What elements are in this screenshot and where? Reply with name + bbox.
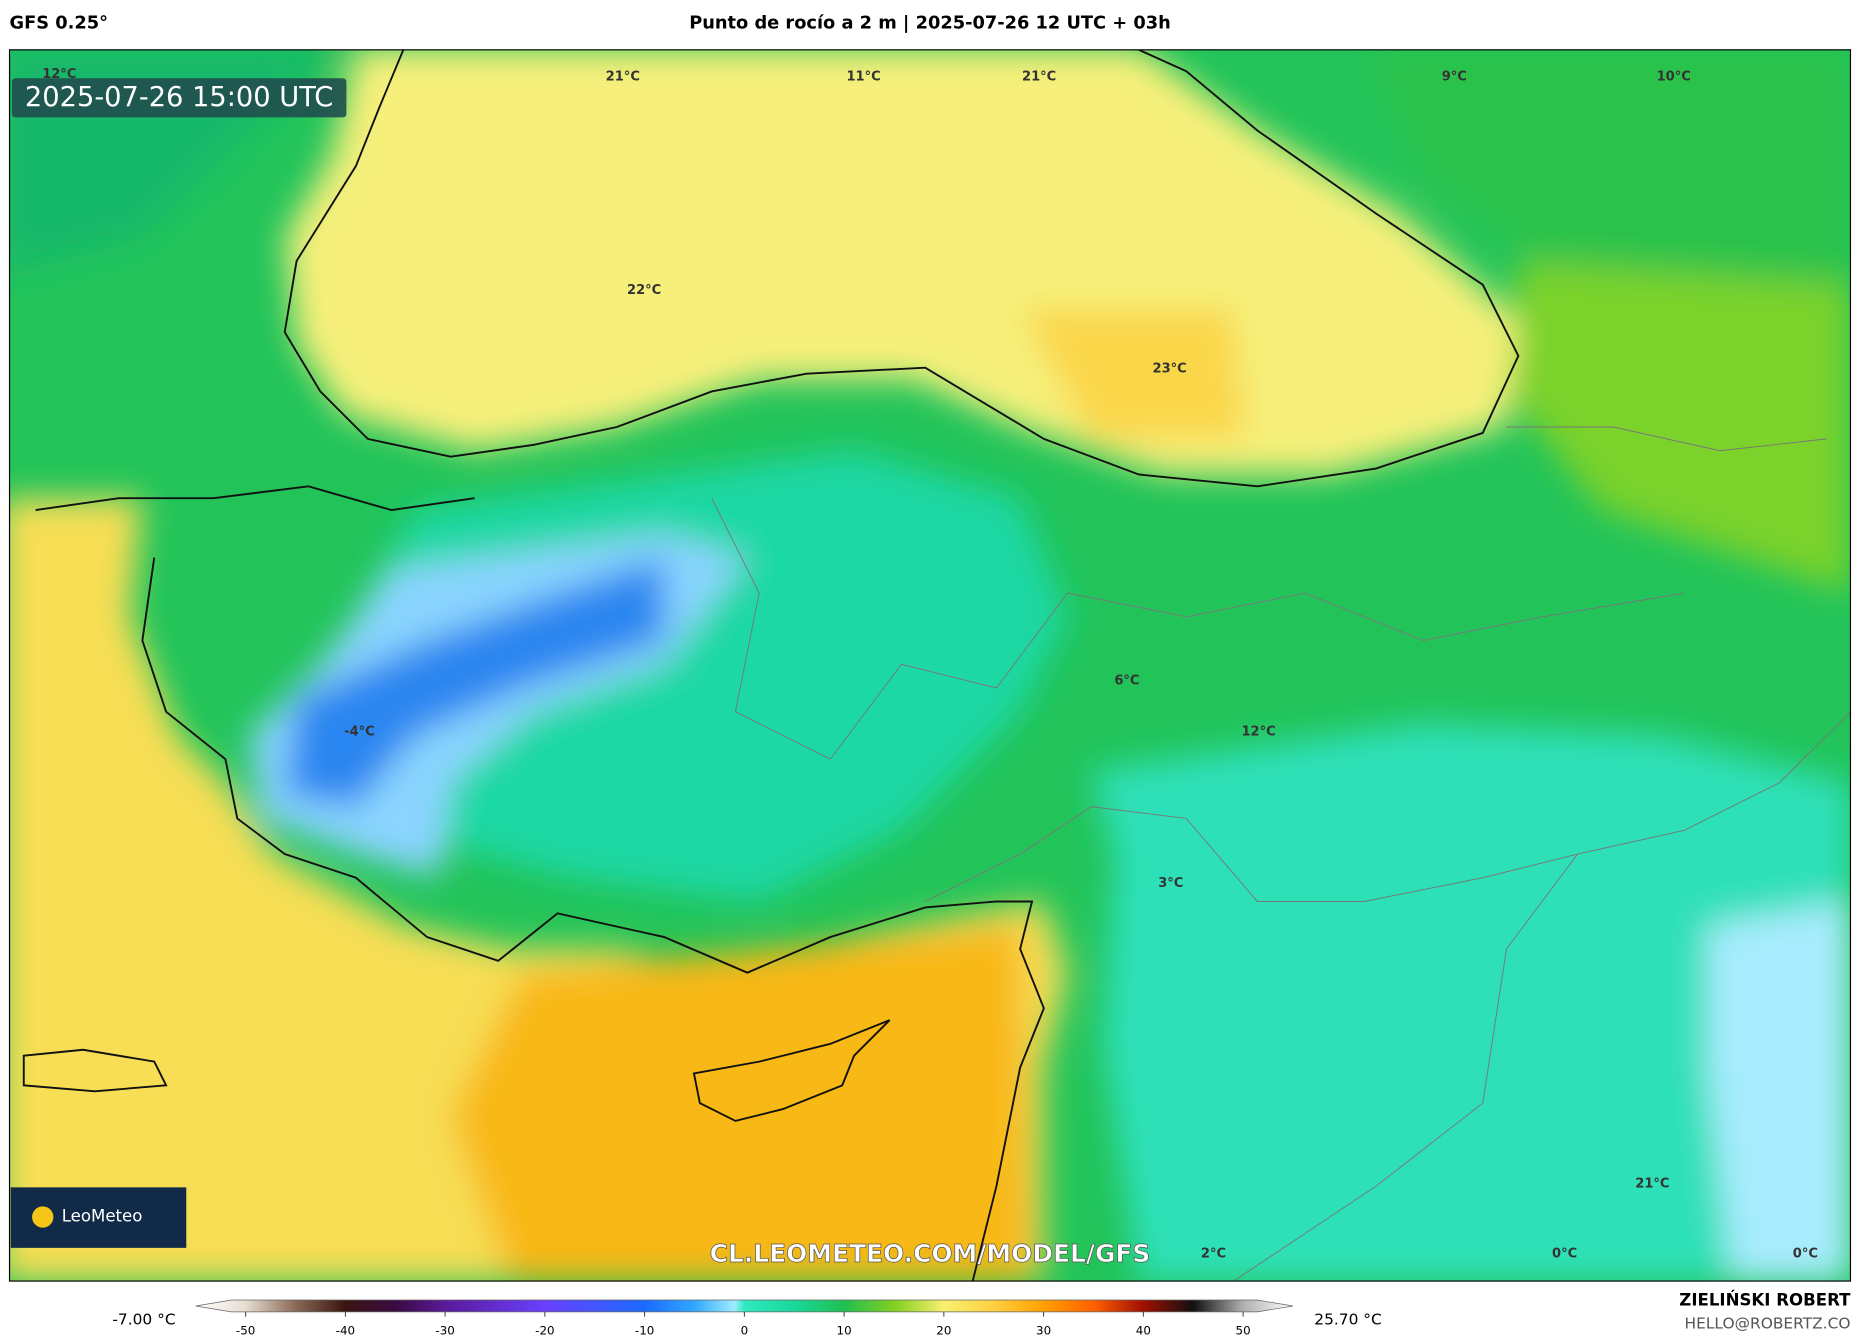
map-label: 21°C: [1022, 70, 1056, 85]
map-title: Punto de rocío a 2 m | 2025-07-26 12 UTC…: [689, 13, 1171, 34]
watermark: CL.LEOMETEO.COM/MODEL/GFS: [710, 1239, 1151, 1268]
map-label: -4°C: [344, 724, 375, 739]
model-label: GFS 0.25°: [10, 13, 109, 34]
colorbar-tick-label: -40: [336, 1323, 355, 1337]
field-region: [450, 925, 1033, 1282]
map-label: 2°C: [1201, 1246, 1226, 1261]
map-label: 0°C: [1552, 1246, 1577, 1261]
map-label: 9°C: [1442, 70, 1467, 85]
colorbar-tick-label: -10: [635, 1323, 654, 1337]
field-region: [284, 557, 665, 807]
map-label: 3°C: [1158, 876, 1183, 891]
cyprus: [692, 1019, 891, 1122]
timestamp: 2025-07-26 15:00 UTC: [25, 82, 333, 113]
south-coast: [141, 557, 1045, 1282]
timestamp-box: [11, 78, 347, 118]
colorbar-max: 25.70 °C: [1314, 1311, 1381, 1329]
border-line: [1233, 853, 1579, 1282]
author: ZIELIŃSKI ROBERT: [1679, 1291, 1851, 1310]
map-label: 11°C: [846, 70, 880, 85]
map-label: 10°C: [1657, 70, 1691, 85]
colorbar-tick-label: 40: [1136, 1323, 1151, 1337]
map-label: 22°C: [627, 283, 661, 298]
borders: [711, 426, 1851, 1282]
field: [9, 49, 1851, 1282]
colorbar-tick-label: -20: [535, 1323, 554, 1337]
colorbar-tick-label: 50: [1236, 1323, 1251, 1337]
colorbar-tick-label: -30: [435, 1323, 454, 1337]
field-region: [1506, 260, 1851, 594]
logo-sun: [32, 1206, 54, 1228]
colorbar-bar: [195, 1299, 1294, 1313]
colorbar-min: -7.00 °C: [112, 1311, 175, 1329]
colorbar-tick-label: -50: [236, 1323, 255, 1337]
colorbar-tick-label: 10: [837, 1323, 852, 1337]
border-line: [711, 497, 1685, 760]
black-sea-coast: [283, 49, 1520, 488]
border-line: [1506, 426, 1827, 452]
email: HELLO@ROBERTZ.CO: [1685, 1314, 1851, 1332]
field-region: [1020, 308, 1246, 439]
field-region: [1708, 901, 1851, 1282]
marmara-coast: [35, 485, 475, 512]
crete: [22, 1048, 168, 1093]
coastline: [22, 49, 1520, 1282]
colorbar: -50 -40 -30 -20 -10 0 10 20 30 40 50: [195, 1299, 1294, 1337]
logo-text: LeoMeteo: [62, 1207, 143, 1226]
field-region: [1365, 49, 1851, 309]
map-label: 12°C: [1241, 724, 1275, 739]
map: 12°C 21°C 11°C 21°C 9°C 10°C22°C23°C6°C12°C-4…: [9, 49, 1851, 1282]
map-label: 23°C: [1152, 361, 1186, 376]
colorbar-tick-label: 30: [1036, 1323, 1051, 1337]
map-label: 6°C: [1114, 673, 1139, 688]
field-region: [1091, 723, 1851, 1282]
border-line: [925, 711, 1851, 902]
map-frame: [8, 49, 1852, 1282]
map-label: 0°C: [1793, 1246, 1818, 1261]
map-label: 21°C: [606, 70, 640, 85]
colorbar-tick-label: 0: [741, 1323, 749, 1337]
colorbar-tick-label: 20: [936, 1323, 951, 1337]
map-label: 21°C: [1635, 1176, 1669, 1191]
